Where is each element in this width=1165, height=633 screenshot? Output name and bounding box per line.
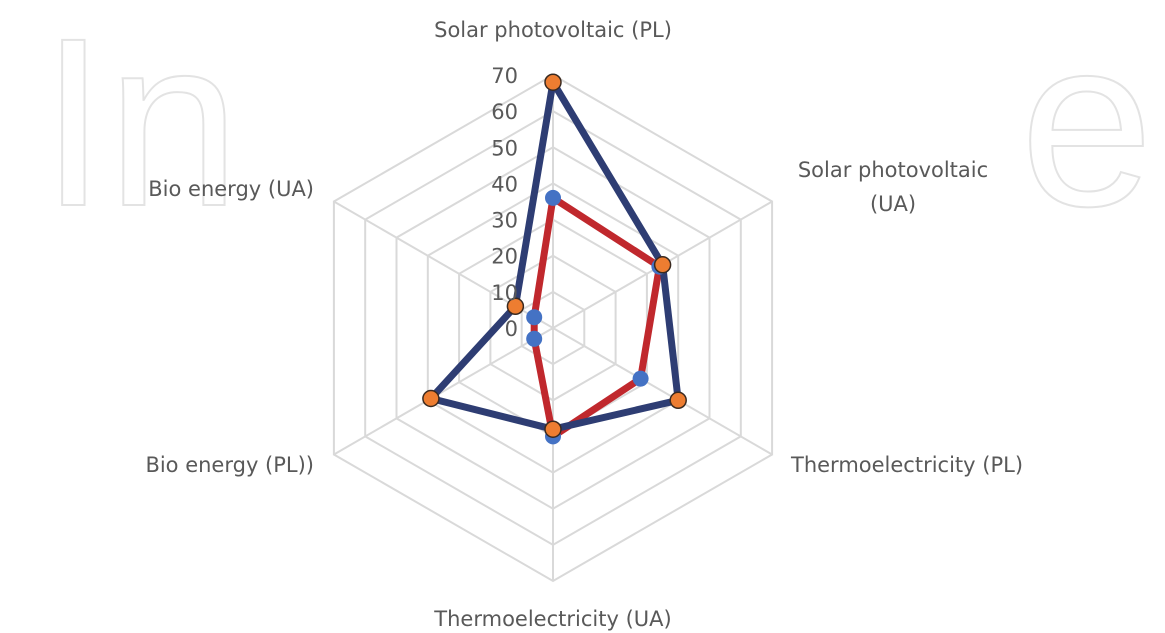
tick-label-60: 60 bbox=[491, 100, 518, 124]
series-1-point-5 bbox=[526, 309, 543, 326]
series-2-point-4 bbox=[422, 389, 440, 408]
series-2-point-0 bbox=[544, 73, 562, 91]
category-label-4: Bio energy (PL)) bbox=[145, 453, 314, 477]
tick-label-70: 70 bbox=[491, 64, 518, 88]
radar-category-labels: Solar photovoltaic (PL) Solar photovoltai… bbox=[145, 18, 1023, 631]
series-2-point-1 bbox=[653, 256, 672, 274]
category-label-2: Thermoelectricity (PL) bbox=[790, 453, 1023, 477]
radar-series bbox=[422, 73, 687, 445]
tick-label-50: 50 bbox=[491, 136, 518, 160]
series-2-point-2 bbox=[669, 391, 687, 410]
series-2-point-5 bbox=[506, 297, 525, 316]
tick-label-20: 20 bbox=[491, 245, 518, 269]
background-watermark-right: en bbox=[1020, 0, 1165, 256]
series-2-point-3 bbox=[544, 420, 562, 438]
tick-label-10: 10 bbox=[491, 281, 518, 305]
radar-spokes bbox=[333, 75, 773, 581]
tick-label-0: 0 bbox=[505, 317, 518, 341]
series-1-point-0 bbox=[545, 189, 561, 206]
category-label-3: Thermoelectricity (UA) bbox=[433, 607, 671, 631]
radar-tick-labels: 0 10 20 30 40 50 60 70 bbox=[491, 64, 518, 341]
spoke-2 bbox=[552, 327, 773, 456]
category-label-5: Bio energy (UA) bbox=[148, 177, 314, 201]
series-1-point-4 bbox=[526, 330, 543, 347]
category-label-0: Solar photovoltaic (PL) bbox=[434, 18, 672, 42]
background-watermark-left: In bbox=[40, 0, 240, 256]
tick-label-40: 40 bbox=[491, 172, 518, 196]
spoke-4 bbox=[333, 327, 554, 456]
category-label-1: Solar photovoltaic (UA) bbox=[798, 158, 988, 216]
tick-label-30: 30 bbox=[491, 209, 518, 233]
series-1-point-2 bbox=[632, 370, 649, 387]
